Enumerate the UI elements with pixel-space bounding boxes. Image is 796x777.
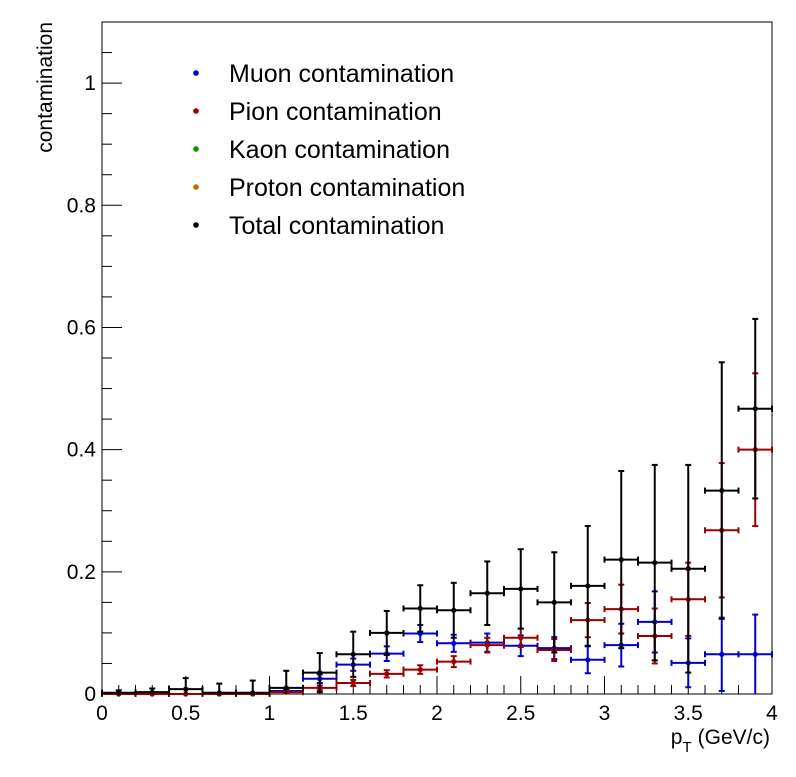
data-point [551,599,557,605]
x-tick-label: 3 [599,702,611,725]
legend-marker [193,184,199,190]
x-tick-label: 1.5 [339,702,368,725]
data-point [451,640,457,646]
legend-marker [193,70,199,76]
y-tick-label: 0 [84,683,96,706]
x-axis-title: pT (GeV/c) [671,726,770,756]
legend-label: Kaon contamination [229,136,450,164]
data-point [216,690,222,696]
data-point [719,487,725,494]
data-point [752,651,758,657]
data-point [116,690,122,696]
data-point [585,583,591,589]
x-tick-label: 0.5 [171,702,200,725]
y-tick-label: 0.2 [67,561,96,584]
data-point [317,670,323,676]
x-tick-label: 3.5 [674,702,703,725]
data-point [451,659,457,665]
legend-marker [193,108,199,114]
x-tick-label: 0 [96,702,108,725]
data-point [350,680,356,686]
legend-label: Proton contamination [229,174,465,202]
data-point [719,651,725,657]
legend-label: Muon contamination [229,60,454,88]
y-axis: 0 0.2 0.4 0.6 0.8 1 [67,21,122,706]
x-axis-title-unit: (GeV/c) [698,726,770,749]
data-point [451,607,457,613]
legend-marker [193,222,199,228]
data-point [417,605,423,612]
x-tick-label: 2.5 [506,702,535,725]
legend-label: Total contamination [229,212,444,240]
series-total-contamination [101,317,773,696]
y-tick-label: 0.6 [67,316,96,339]
data-point [484,642,490,648]
data-point [652,560,658,566]
data-point [484,590,490,596]
series-layer [101,317,773,697]
y-tick-label: 1 [84,72,96,95]
data-point [518,635,524,641]
legend-label: Pion contamination [229,98,442,126]
y-tick-label: 0.8 [67,194,96,217]
x-axis-title-main: p [671,726,683,749]
data-point [685,566,691,572]
data-point [183,686,189,692]
data-point [384,671,390,677]
data-point [752,406,758,412]
x-tick-label: 2 [431,702,443,725]
y-tick-label: 0.4 [67,439,97,462]
data-point [618,557,624,563]
data-point [417,666,423,673]
data-point [283,685,289,691]
data-point [384,630,390,636]
y-axis-title: contamination [34,22,57,153]
data-point [250,690,256,696]
data-point [518,586,524,592]
legend-marker [193,146,199,152]
x-tick-label: 4 [766,702,778,725]
data-point [350,651,356,657]
data-point [585,657,591,663]
series-pion-contamination [101,372,773,697]
data-point [149,689,155,695]
x-axis-title-sub: T [682,739,691,756]
x-tick-label: 1 [264,702,276,725]
legend: Muon contamination Pion contamination Kaon… [193,60,465,240]
x-axis: 0 0.5 1 1.5 2 2.5 3 3.5 4 [96,676,778,725]
